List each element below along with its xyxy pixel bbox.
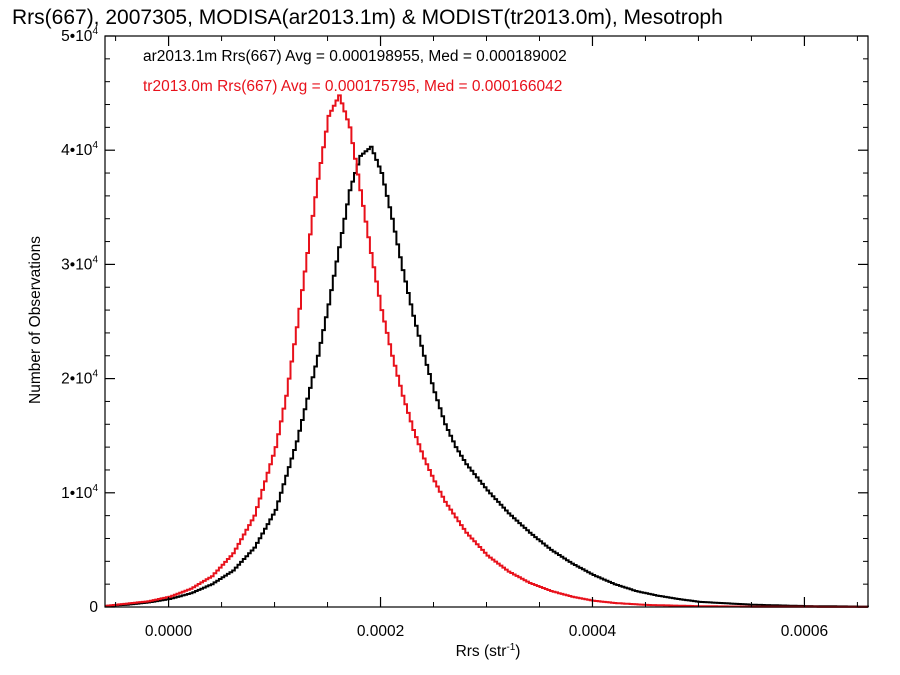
x-tick-label: 0.0004 — [569, 623, 617, 640]
x-axis-ticks: 0.0000 0.0002 0.0004 0.0006 — [115, 36, 858, 640]
x-axis-label: Rrs (str-1) — [456, 642, 521, 660]
x-axis-label-close: ) — [515, 643, 520, 660]
plot-series-group — [105, 94, 869, 608]
y-axis-label: Number of Observations — [27, 236, 44, 404]
y-tick-label: 3•104 — [61, 254, 98, 273]
legend-entry-ar2013: ar2013.1m Rrs(667) Avg = 0.000198955, Me… — [143, 48, 567, 65]
y-tick-label: 0 — [89, 599, 98, 616]
y-axis-ticks: 0 1•104 2•104 3•104 4•104 5•104 — [61, 26, 868, 616]
x-tick-label: 0.0000 — [145, 623, 193, 640]
y-tick-label: 4•104 — [61, 140, 98, 159]
x-axis-label-exponent: -1 — [506, 642, 515, 653]
x-axis-label-text: Rrs (str — [456, 643, 507, 660]
y-tick-label: 1•104 — [61, 483, 98, 502]
chart-title: Rrs(667), 2007305, MODISA(ar2013.1m) & M… — [12, 6, 723, 29]
series-line-tr2013.0m — [105, 94, 868, 608]
legend-entry-tr2013: tr2013.0m Rrs(667) Avg = 0.000175795, Me… — [143, 78, 562, 95]
series-line-ar2013.1m — [105, 145, 869, 608]
x-tick-label: 0.0006 — [781, 623, 828, 640]
x-tick-label: 0.0002 — [357, 623, 404, 640]
y-tick-label: 2•104 — [61, 369, 98, 388]
y-tick-label: 5•104 — [61, 26, 98, 45]
